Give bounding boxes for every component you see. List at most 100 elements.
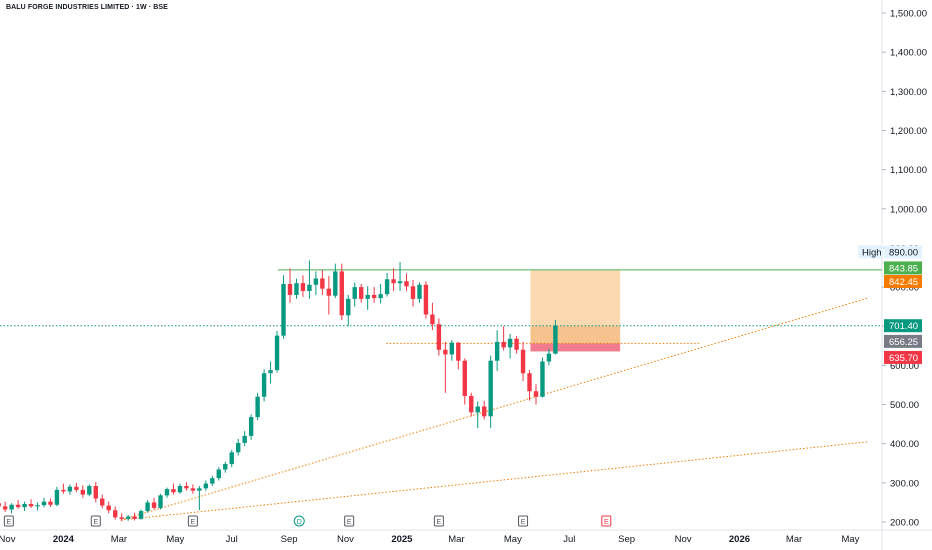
candle <box>210 475 215 486</box>
event-letter: D <box>297 519 302 526</box>
x-tick-label: Nov <box>675 534 692 545</box>
candle-body <box>203 483 209 489</box>
candle-body <box>488 360 493 417</box>
candle-body <box>313 278 319 285</box>
candle-body <box>520 349 526 374</box>
price-label: 656.25 <box>884 334 922 348</box>
trendline <box>120 297 869 521</box>
event-badge <box>344 515 355 527</box>
price-label-text: 890.00 <box>889 247 918 258</box>
candle <box>229 449 234 468</box>
candle-body <box>371 294 377 299</box>
candle <box>255 392 260 421</box>
y-tick-label: 800.00 <box>890 283 919 294</box>
candle <box>378 283 383 304</box>
candle <box>546 348 552 366</box>
event-marker-earnings: E <box>518 515 529 527</box>
candle-body <box>443 349 448 355</box>
y-tick-label: 1,300.00 <box>890 87 927 98</box>
y-tick-label: 500.00 <box>890 400 919 411</box>
candle <box>514 336 519 354</box>
candle-body <box>261 373 267 397</box>
candle <box>100 494 105 509</box>
candle-body <box>365 294 370 299</box>
candle-body <box>100 498 105 506</box>
candle <box>158 493 163 510</box>
candle-body <box>281 283 286 336</box>
candle <box>430 302 435 331</box>
candle-body <box>346 298 351 316</box>
candle-body <box>113 510 118 518</box>
event-badge <box>433 515 444 527</box>
candle <box>391 268 396 292</box>
price-label-text: 635.70 <box>889 353 918 364</box>
candle <box>119 513 124 522</box>
candle <box>0 503 1 507</box>
candle <box>540 357 545 398</box>
candle-body <box>333 271 338 296</box>
candle <box>320 269 325 295</box>
candle <box>93 482 98 503</box>
x-tick-label: May <box>166 534 184 545</box>
price-label-bg <box>884 350 922 364</box>
candle-body <box>456 342 461 361</box>
price-label-text: 843.85 <box>889 263 918 274</box>
candle <box>236 439 241 456</box>
candle <box>2 501 8 512</box>
candle-body <box>514 338 519 350</box>
candle-body <box>430 314 435 325</box>
candle-body <box>255 396 260 418</box>
candle <box>359 283 364 303</box>
x-tick-label: Nov <box>337 534 354 545</box>
candle <box>125 514 131 521</box>
candle-body <box>540 361 545 397</box>
x-tick-label: Mar <box>448 534 464 545</box>
candle-body <box>171 489 176 493</box>
y-tick-label: 1,500.00 <box>890 9 927 20</box>
candle-body <box>229 452 234 465</box>
candle <box>203 480 209 491</box>
candle <box>35 502 40 511</box>
candle <box>494 330 500 371</box>
candle-body <box>132 516 137 519</box>
candle <box>80 485 86 498</box>
event-marker-earnings: E <box>187 515 198 527</box>
candle-body <box>184 485 189 489</box>
candle <box>15 500 21 509</box>
price-label: 635.70 <box>884 350 922 364</box>
candle <box>307 260 312 299</box>
candle-body <box>533 391 539 397</box>
x-tick-label: 2024 <box>53 534 75 545</box>
candle <box>404 273 409 292</box>
candle <box>268 361 273 384</box>
candle <box>87 484 92 497</box>
candle <box>48 498 53 508</box>
event-badge <box>601 515 612 527</box>
candle-body <box>417 284 422 299</box>
candle-body <box>359 287 364 299</box>
candle-body <box>501 341 506 348</box>
price-label-bg <box>884 334 922 348</box>
candle <box>28 499 34 508</box>
price-label-bg <box>884 274 922 288</box>
event-marker-earnings: E <box>433 515 444 527</box>
candle-body <box>423 284 429 315</box>
candle <box>346 294 351 327</box>
candle-body <box>449 342 455 355</box>
x-tick-label: Jul <box>226 534 238 545</box>
candle-body <box>177 485 183 493</box>
candle <box>410 280 416 307</box>
candle-body <box>475 406 480 413</box>
x-tick-label: 2025 <box>391 534 413 545</box>
candle-body <box>391 279 396 284</box>
candle <box>443 341 448 393</box>
candle <box>475 401 480 429</box>
chart-title: BALU FORGE INDUSTRIES LIMITED · 1W · BSE <box>6 4 168 11</box>
price-label-bg <box>884 245 922 259</box>
y-tick-label: 1,000.00 <box>890 204 927 215</box>
x-tick-label: Nov <box>0 534 16 545</box>
candle-body <box>48 501 53 505</box>
candle-body <box>9 504 14 510</box>
candle-body <box>54 489 60 505</box>
